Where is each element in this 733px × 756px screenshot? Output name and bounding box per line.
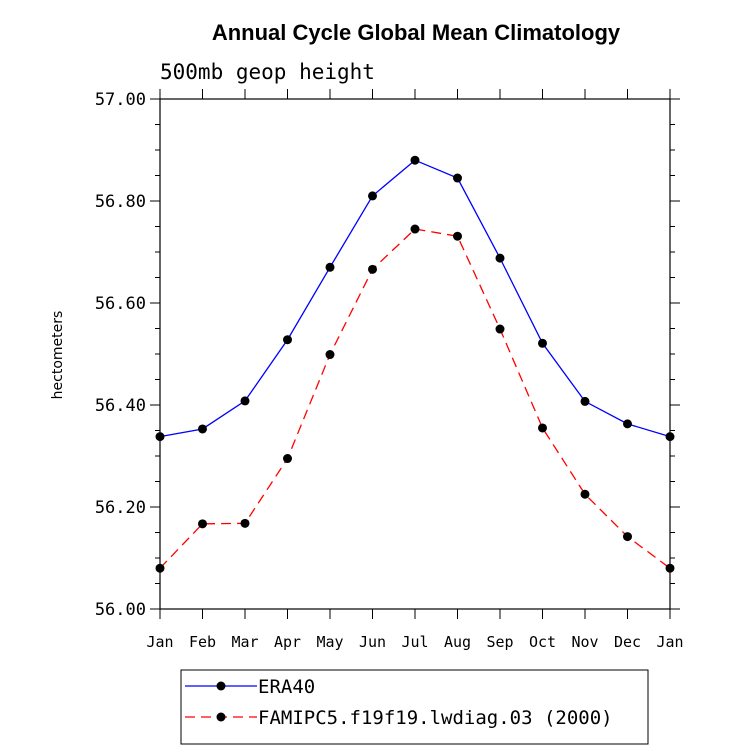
data-point xyxy=(240,396,250,406)
x-tick-label: Jul xyxy=(401,633,428,651)
data-point xyxy=(283,454,292,464)
x-tick-label: Mar xyxy=(231,633,258,651)
legend: ERA40 FAMIPC5.f19f19.lwdiag.03 (2000) xyxy=(185,676,613,729)
legend-marker xyxy=(216,681,226,691)
data-point xyxy=(495,253,505,263)
y-tick-label: 56.80 xyxy=(95,192,146,212)
plot-frame xyxy=(159,98,671,610)
x-tick-label: Jan xyxy=(146,633,173,651)
data-point xyxy=(453,231,462,241)
data-point xyxy=(410,224,420,234)
series-line xyxy=(159,228,671,569)
data-point xyxy=(368,264,377,274)
y-tick-label: 56.60 xyxy=(95,294,146,314)
data-point xyxy=(665,432,675,442)
x-tick-label: Dec xyxy=(614,633,641,651)
data-point xyxy=(410,155,420,165)
y-tick-label: 56.40 xyxy=(95,396,146,416)
data-point xyxy=(580,489,590,499)
y-tick-label: 57.00 xyxy=(95,90,146,110)
data-point xyxy=(368,191,377,201)
data-point xyxy=(538,423,547,433)
data-point xyxy=(155,563,165,573)
data-point xyxy=(198,424,207,434)
axis-ticks xyxy=(150,89,680,619)
series-layer xyxy=(155,155,675,573)
x-tick-label: Feb xyxy=(189,633,216,651)
data-point xyxy=(325,350,335,360)
x-tick-label: Nov xyxy=(571,633,598,651)
y-tick-label: 56.20 xyxy=(95,498,146,518)
data-point xyxy=(283,335,292,345)
data-point xyxy=(325,262,335,272)
x-tick-label: May xyxy=(316,633,343,651)
legend-label: ERA40 xyxy=(258,676,315,698)
x-tick-labels: Jan Feb Mar Apr May Jun Jul Aug Sep Oct Nov Dec Jan xyxy=(146,633,683,651)
data-point xyxy=(453,173,462,183)
chart-subtitle: 500mb geop height xyxy=(160,60,375,84)
y-axis-label: hectometers xyxy=(50,311,66,400)
data-point xyxy=(538,338,547,348)
x-tick-label: Aug xyxy=(444,633,471,651)
x-tick-label: Apr xyxy=(274,633,301,651)
y-tick-labels: 56.00 56.20 56.40 56.60 56.80 57.00 xyxy=(95,90,146,620)
data-point xyxy=(155,432,165,442)
data-point xyxy=(623,419,632,429)
data-point xyxy=(580,396,590,406)
x-tick-label: Oct xyxy=(529,633,556,651)
y-tick-label: 56.00 xyxy=(95,600,146,620)
data-point xyxy=(665,563,675,573)
data-point xyxy=(240,518,250,528)
data-point xyxy=(495,324,505,334)
legend-box xyxy=(180,669,649,745)
x-tick-label: Sep xyxy=(486,633,513,651)
series-line xyxy=(159,159,671,438)
x-tick-label: Jun xyxy=(359,633,386,651)
data-point xyxy=(623,532,632,542)
legend-label: FAMIPC5.f19f19.lwdiag.03 (2000) xyxy=(258,707,613,729)
chart-title: Annual Cycle Global Mean Climatology xyxy=(212,20,621,45)
x-tick-label: Jan xyxy=(656,633,683,651)
legend-marker xyxy=(216,712,226,722)
data-point xyxy=(198,519,207,529)
